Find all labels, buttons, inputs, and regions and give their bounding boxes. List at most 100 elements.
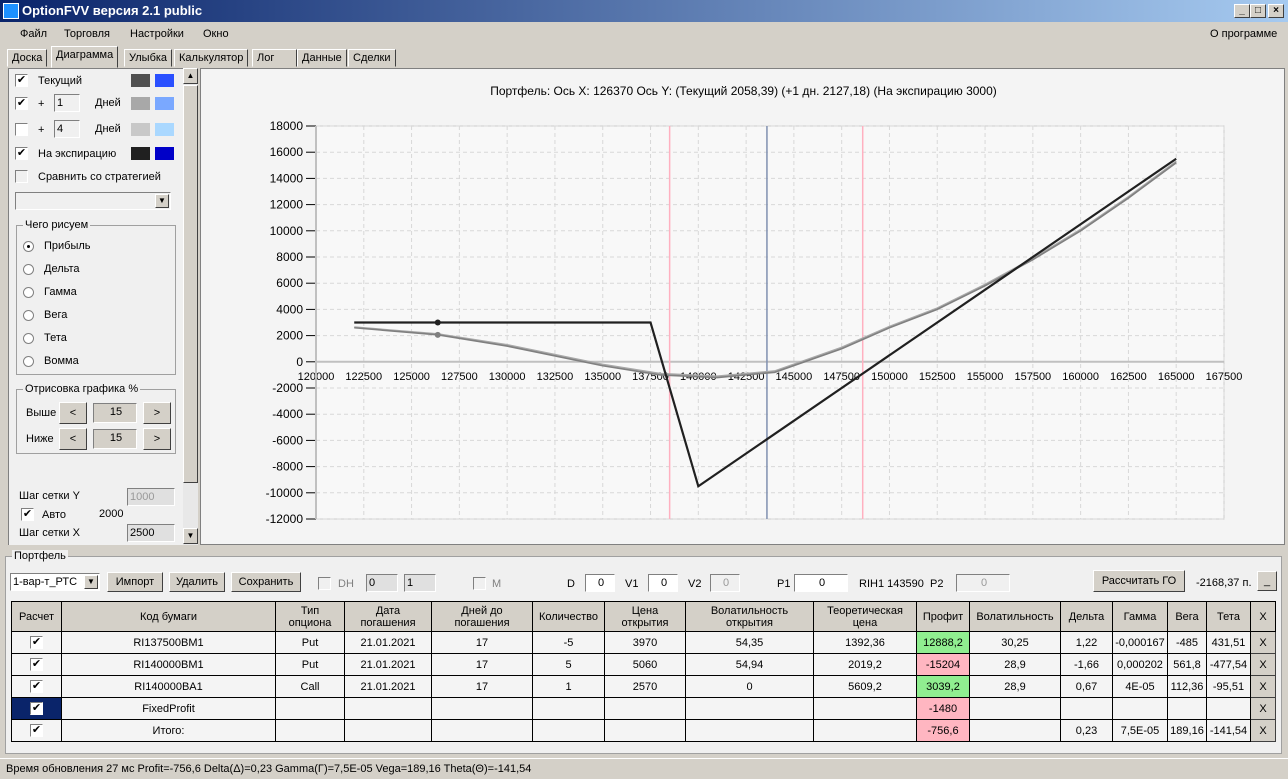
plus4-color-swatch[interactable] — [131, 123, 150, 136]
minimize-button[interactable]: _ — [1234, 4, 1250, 18]
close-window-button[interactable]: × — [1268, 4, 1284, 18]
spin1-stepper[interactable]: 0 — [366, 574, 398, 592]
scroll-thumb[interactable] — [183, 85, 198, 483]
calc-checkbox[interactable]: ✔ — [30, 724, 43, 737]
radio-button[interactable] — [23, 263, 34, 275]
remove-row-button[interactable]: X — [1250, 653, 1276, 676]
calc-checkbox[interactable]: ✔ — [30, 636, 43, 649]
column-header[interactable]: X — [1250, 601, 1276, 632]
column-header[interactable]: Тета — [1206, 601, 1251, 632]
radio-4[interactable]: Тета — [23, 332, 67, 344]
radio-button[interactable] — [23, 332, 34, 344]
menu-window[interactable]: Окно — [203, 28, 229, 40]
chevron-down-icon[interactable]: ▼ — [155, 194, 169, 208]
expiration-delta-color-swatch[interactable] — [155, 147, 174, 160]
calculate-margin-button[interactable]: Рассчитать ГО — [1093, 570, 1185, 592]
table-row[interactable]: ✔ FixedProfit -1480 X — [11, 697, 1276, 720]
auto-checkbox[interactable]: ✔ — [21, 508, 34, 521]
column-header[interactable]: Количество — [532, 601, 605, 632]
radio-button[interactable] — [23, 309, 34, 321]
tab-board[interactable]: Доска — [7, 49, 48, 67]
column-header[interactable]: Код бумаги — [61, 601, 276, 632]
menu-settings[interactable]: Настройки — [130, 28, 184, 40]
below-increase-button[interactable]: > — [143, 428, 171, 450]
radio-button[interactable] — [23, 355, 34, 367]
d-input[interactable]: 0 — [585, 574, 615, 592]
column-header[interactable]: Волатильность открытия — [685, 601, 814, 632]
strategy-dropdown[interactable]: ▼ — [15, 192, 171, 210]
calc-cell[interactable]: ✔ — [11, 719, 62, 742]
column-header[interactable]: Теоретическая цена — [813, 601, 917, 632]
pnl-chart[interactable]: 1200001225001250001275001300001325001350… — [201, 69, 1284, 544]
remove-row-button[interactable]: X — [1250, 697, 1276, 720]
plus4-checkbox[interactable] — [15, 123, 28, 136]
above-decrease-button[interactable]: < — [59, 402, 87, 424]
grid-x-input[interactable]: 2500 — [127, 524, 175, 542]
scroll-up-icon[interactable]: ▲ — [183, 68, 198, 84]
expiration-checkbox[interactable]: ✔ — [15, 147, 28, 160]
grid-y-input[interactable]: 1000 — [127, 488, 175, 506]
portfolio-select[interactable]: 1-вар-т_РТС ▼ — [10, 573, 100, 591]
radio-2[interactable]: Гамма — [23, 286, 77, 298]
maximize-button[interactable]: □ — [1250, 4, 1266, 18]
radio-3[interactable]: Вега — [23, 309, 67, 321]
calc-checkbox[interactable]: ✔ — [30, 702, 43, 715]
plus1-delta-color-swatch[interactable] — [155, 97, 174, 110]
table-row[interactable]: ✔ RI140000BM1 Put 21.01.2021 17 5 5060 54,94 201… — [11, 653, 1276, 676]
current-delta-color-swatch[interactable] — [155, 74, 174, 87]
save-button[interactable]: Сохранить — [231, 572, 301, 592]
plus1-days-input[interactable]: 1 — [54, 94, 80, 112]
current-checkbox[interactable]: ✔ — [15, 74, 28, 87]
chevron-down-icon[interactable]: ▼ — [84, 575, 98, 589]
column-header[interactable]: Профит — [916, 601, 970, 632]
v1-input[interactable]: 0 — [648, 574, 678, 592]
plus1-checkbox[interactable]: ✔ — [15, 97, 28, 110]
column-header[interactable]: Дельта — [1060, 601, 1113, 632]
radio-1[interactable]: Дельта — [23, 263, 80, 275]
plus4-days-input[interactable]: 4 — [54, 120, 80, 138]
column-header[interactable]: Дней до погашения — [431, 601, 533, 632]
import-button[interactable]: Импорт — [107, 572, 163, 592]
radio-5[interactable]: Вомма — [23, 355, 79, 367]
column-header[interactable]: Вега — [1167, 601, 1207, 632]
column-header[interactable]: Гамма — [1112, 601, 1168, 632]
tab-calculator[interactable]: Калькулятор — [174, 49, 249, 67]
compare-checkbox[interactable] — [15, 170, 28, 183]
tab-deals[interactable]: Сделки — [348, 49, 396, 67]
column-header[interactable]: Тип опциона — [275, 601, 345, 632]
calc-cell[interactable]: ✔ — [11, 697, 62, 720]
remove-row-button[interactable]: X — [1250, 719, 1276, 742]
menu-about[interactable]: О программе — [1210, 28, 1278, 40]
remove-row-button[interactable]: X — [1250, 631, 1276, 654]
column-header[interactable]: Дата погашения — [344, 601, 432, 632]
radio-button[interactable] — [23, 286, 34, 298]
calc-cell[interactable]: ✔ — [11, 675, 62, 698]
delete-button[interactable]: Удалить — [169, 572, 225, 592]
remove-row-button[interactable]: X — [1250, 675, 1276, 698]
menu-file[interactable]: Файл — [20, 28, 48, 40]
table-row[interactable]: ✔ RI137500BM1 Put 21.01.2021 17 -5 3970 54,35 13… — [11, 631, 1276, 654]
above-value[interactable]: 15 — [93, 403, 137, 423]
plus4-delta-color-swatch[interactable] — [155, 123, 174, 136]
column-header[interactable]: Расчет — [11, 601, 62, 632]
m-checkbox[interactable] — [473, 577, 486, 590]
left-panel-scrollbar[interactable]: ▲ ▼ — [183, 68, 198, 545]
tab-log[interactable]: Лог — [252, 49, 297, 67]
scroll-down-icon[interactable]: ▼ — [183, 528, 198, 544]
below-decrease-button[interactable]: < — [59, 428, 87, 450]
calc-checkbox[interactable]: ✔ — [30, 680, 43, 693]
dh-checkbox[interactable] — [318, 577, 331, 590]
table-row[interactable]: ✔ Итого: -756,6 0,23 7,5E-05 189,16 -141,54 X — [11, 719, 1276, 742]
current-color-swatch[interactable] — [131, 74, 150, 87]
tab-smile[interactable]: Улыбка — [124, 49, 173, 67]
v2-input[interactable]: 0 — [710, 574, 740, 592]
tab-diagram[interactable]: Диаграмма — [51, 46, 119, 68]
above-increase-button[interactable]: > — [143, 402, 171, 424]
p1-input[interactable]: 0 — [794, 574, 848, 592]
radio-button[interactable] — [23, 240, 34, 252]
calc-cell[interactable]: ✔ — [11, 653, 62, 676]
collapse-button[interactable]: _ — [1257, 571, 1277, 591]
column-header[interactable]: Волатильность — [969, 601, 1061, 632]
menu-trading[interactable]: Торговля — [64, 28, 110, 40]
spin2-stepper[interactable]: 1 — [404, 574, 436, 592]
